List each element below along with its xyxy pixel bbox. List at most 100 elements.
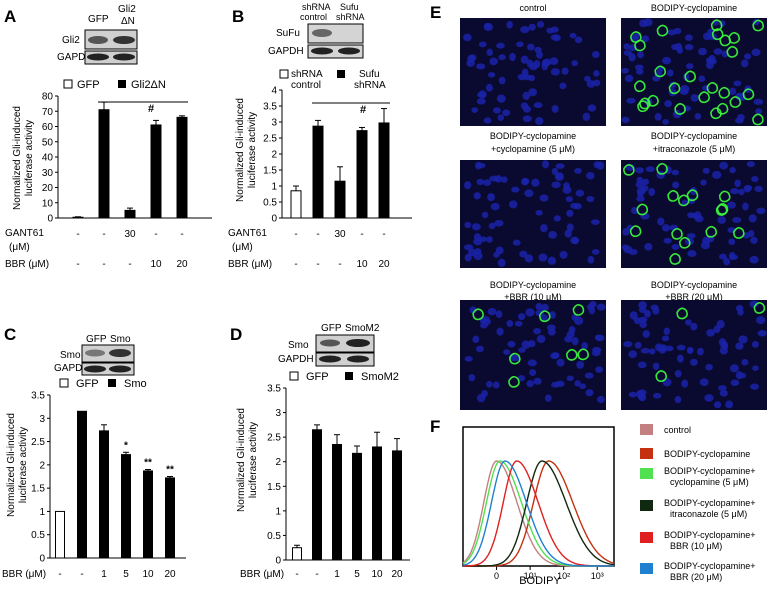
micro-nucleus-2-52: [690, 93, 699, 102]
micro-nucleus-3-37: [586, 195, 595, 203]
micro-nucleus-5-46: [594, 334, 602, 341]
tick-label-b-3: 1.5: [263, 166, 277, 177]
micro-image-1: [460, 18, 606, 126]
micro-nucleus-6-68: [756, 316, 766, 325]
micro-bodipy-4-8: [705, 225, 717, 238]
micro-nucleus-5-17: [595, 366, 604, 373]
micro-nucleus-1-64: [571, 60, 579, 67]
micro-nucleus-4-40: [728, 252, 736, 260]
micro-nucleus-5-45: [495, 310, 503, 318]
micro-nucleus-1-37: [471, 107, 478, 114]
micro-nucleus-3-5: [509, 200, 518, 209]
micro-nucleus-1-21: [489, 57, 498, 66]
flow-legend-label-3-2: cyclopamine (5 μM): [670, 477, 749, 487]
micro-nucleus-6-47: [642, 330, 650, 338]
micro-nucleus-6-42: [638, 306, 647, 313]
micro-nucleus-6-9: [750, 383, 759, 390]
bbr-c-3: 1: [101, 569, 107, 580]
bar-c-6: [165, 477, 175, 559]
micro-nucleus-4-38: [727, 201, 736, 209]
bar-b-5: [378, 122, 390, 219]
micro-nucleus-5-65: [464, 355, 473, 362]
bbr-b-1: -: [294, 259, 297, 270]
panel-e: E control BODIPY-cyclopamine BODIPY-cyclop…: [430, 3, 767, 410]
tick-label-d-5: 2.5: [267, 433, 281, 444]
micro-nucleus-6-41: [741, 359, 749, 366]
micro-nucleus-2-67: [666, 69, 674, 77]
micro-bodipy-5-2: [577, 348, 589, 361]
micro-bodipy-4-14: [678, 236, 691, 249]
micro-nucleus-3-59: [555, 163, 565, 170]
micro-bodipy-2-6: [698, 91, 710, 104]
micro-nucleus-6-57: [751, 340, 759, 348]
micro-nucleus-5-31: [476, 393, 486, 403]
micro-nucleus-5-55: [566, 375, 574, 382]
axis-d: 0 0.5 1 1.5 2 2.5 3 3.5: [267, 384, 410, 567]
micro-nucleus-4-68: [746, 161, 755, 168]
bar-d-6: [392, 450, 402, 561]
micro-nucleus-4-66: [621, 244, 629, 251]
micro-nucleus-5-61: [568, 325, 576, 334]
bbr-a-1: -: [76, 259, 79, 270]
micro-nucleus-5-34: [468, 373, 476, 382]
micro-nucleus-5-13: [472, 335, 480, 344]
blot-c-row-2: GAPDH: [54, 363, 90, 374]
blot-a-lane-2b: ΔN: [121, 16, 135, 27]
micro-nucleus-6-46: [629, 311, 638, 320]
bar-a-2: [98, 109, 110, 219]
micro-title-1-1: control: [519, 3, 546, 13]
micro-nucleus-4-13: [728, 238, 736, 246]
tick-label-c-5: 2.5: [31, 437, 45, 448]
micro-nucleus-4-53: [648, 187, 656, 197]
sig-c-6: **: [166, 465, 174, 476]
bbr-d-6: 20: [391, 569, 403, 580]
legend-b-1a: shRNA: [291, 69, 323, 80]
panel-d-label: D: [230, 325, 242, 344]
micro-nucleus-6-51: [730, 379, 740, 387]
flow-tick-label-3: 10³: [591, 571, 604, 581]
micro-image-3: [460, 160, 606, 268]
bar-b-4: [356, 130, 368, 219]
micro-nucleus-1-47: [528, 62, 538, 71]
micro-nucleus-2-66: [631, 34, 639, 42]
micro-nucleus-3-21: [573, 203, 582, 210]
row-a-gant61: GANT61: [5, 228, 44, 239]
flow-legend-label-6-2: BBR (20 μM): [670, 572, 722, 582]
flow-legend-swatch-5: [640, 532, 653, 543]
blot-a-lane-2: Gli2: [118, 4, 136, 15]
micro-bodipy-2-0: [654, 65, 667, 78]
micro-nucleus-1-36: [559, 82, 567, 90]
panel-d: D GFP SmoM2 Smo GAPDH GFP SmoM2 0 0.5 1 1.5…: [230, 323, 410, 580]
blot-a-band-1-gli2: [113, 36, 135, 44]
micro-nucleus-1-27: [551, 104, 559, 113]
microscopy-grid: control BODIPY-cyclopamine BODIPY-cyclopam…: [460, 3, 767, 410]
micro-bodipy-4-5: [716, 203, 729, 215]
bbr-a-5: 20: [176, 259, 188, 270]
flow-legend-swatch-1: [640, 424, 653, 435]
micro-nucleus-3-42: [531, 178, 540, 187]
micro-nucleus-3-26: [524, 189, 534, 198]
micro-nucleus-2-19: [623, 43, 631, 50]
micro-bodipy-2-23: [639, 97, 651, 110]
legend-a-swatch-gli2: [118, 80, 126, 88]
micro-nucleus-6-54: [628, 350, 638, 358]
micro-nucleus-6-18: [735, 342, 744, 350]
micro-nucleus-2-49: [624, 74, 634, 83]
blot-d-row-1: Smo: [288, 340, 309, 351]
micro-nucleus-4-31: [635, 180, 645, 189]
micro-nucleus-3-28: [535, 209, 543, 216]
flow-legend-swatch-2: [640, 448, 653, 459]
micro-nucleus-1-19: [587, 104, 597, 112]
micro-nucleus-3-62: [494, 219, 504, 227]
tick-label-d-7: 3.5: [267, 384, 281, 395]
micro-nucleus-4-49: [637, 190, 644, 198]
micro-nucleus-2-61: [626, 97, 636, 104]
micro-nucleus-3-52: [538, 253, 548, 262]
micro-nucleus-4-32: [690, 212, 698, 219]
micro-nucleus-1-6: [476, 63, 486, 70]
micro-nucleus-2-7: [733, 80, 742, 87]
micro-nucleus-2-43: [707, 58, 717, 65]
micro-nucleus-5-60: [564, 335, 573, 343]
micro-nucleus-3-33: [521, 177, 529, 186]
micro-nucleus-3-44: [464, 221, 472, 229]
